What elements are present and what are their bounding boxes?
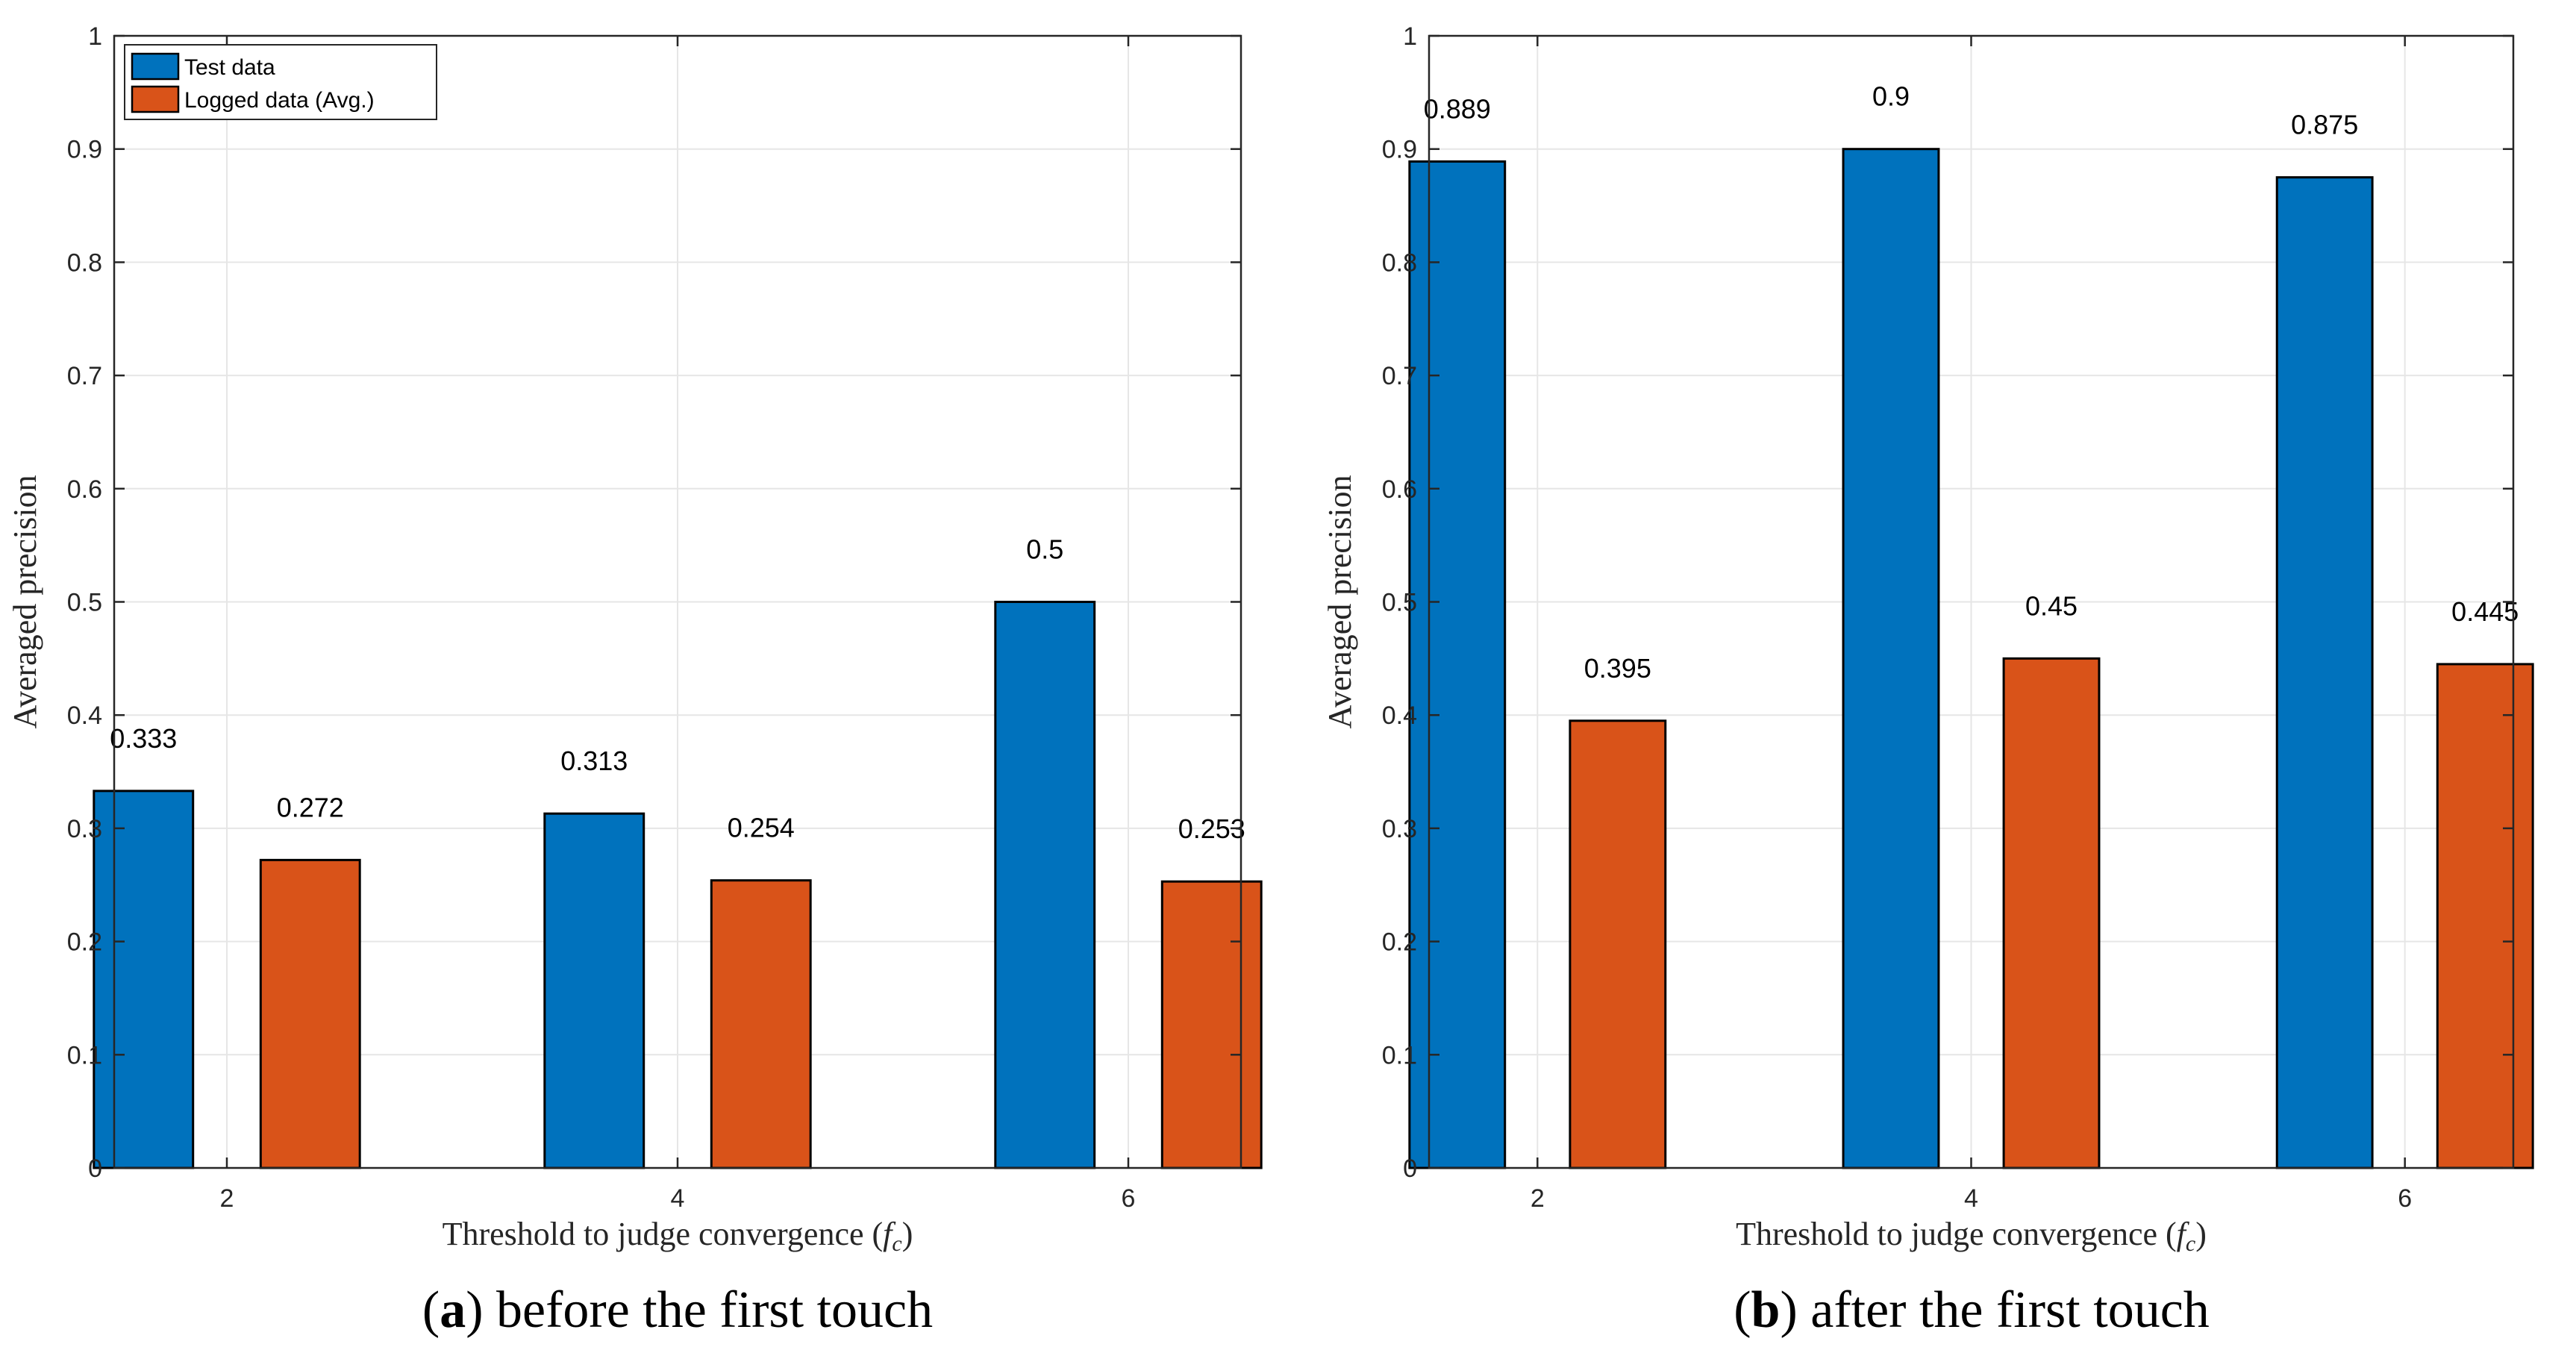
y-tick-label: 0.2 (67, 928, 102, 957)
data-label: 0.889 (1424, 93, 1491, 124)
y-tick-label: 0.3 (67, 815, 102, 843)
bar-test-data-2 (93, 790, 195, 1169)
data-label: 0.313 (560, 746, 628, 776)
x-axis-label: Threshold to judge convergence (fc) (1736, 1216, 2207, 1256)
data-label: 0.254 (728, 813, 795, 843)
caption-letter: a (440, 1281, 466, 1339)
caption-text: before the first touch (496, 1281, 933, 1339)
bar-test-data-4 (1842, 148, 1940, 1169)
bar-logged-data-2 (259, 858, 361, 1169)
y-tick-label: 0.1 (1382, 1041, 1417, 1069)
x-axis-label-close: ) (2195, 1216, 2207, 1252)
caption-letter: b (1751, 1281, 1781, 1339)
bar-logged-data-2 (1569, 719, 1667, 1169)
x-axis-label-sub: c (892, 1231, 901, 1256)
bar-logged-data-4 (710, 879, 812, 1169)
y-tick-label: 0.5 (1382, 589, 1417, 617)
data-label: 0.5 (1026, 534, 1063, 565)
y-tick-label: 0.6 (1382, 475, 1417, 504)
y-tick-label: 0.9 (67, 136, 102, 164)
y-tick-label: 0.4 (1382, 702, 1417, 730)
bar-logged-data-4 (2002, 657, 2101, 1169)
data-label: 0.395 (1584, 653, 1651, 684)
caption-open-paren: ( (1734, 1281, 1751, 1339)
y-tick-label: 0.5 (67, 589, 102, 617)
caption-open-paren: ( (422, 1281, 440, 1339)
legend: Test data Logged data (Avg.) (124, 44, 437, 120)
y-tick-label: 0.8 (1382, 249, 1417, 277)
data-label: 0.875 (2291, 110, 2358, 140)
x-tick-label: 2 (1531, 1184, 1545, 1213)
x-tick-label: 4 (671, 1184, 685, 1213)
data-label: 0.333 (110, 723, 177, 754)
y-tick-label: 0.7 (1382, 362, 1417, 390)
bar-test-data-2 (1408, 160, 1507, 1169)
data-label: 0.9 (1872, 81, 1910, 112)
y-tick-label: 0.4 (67, 702, 102, 730)
y-tick-label: 0.2 (1382, 928, 1417, 957)
y-tick-label: 1 (1403, 22, 1417, 51)
panel-caption: (a) before the first touch (422, 1281, 933, 1339)
panel-caption: (b) after the first touch (1734, 1281, 2210, 1339)
x-axis-label: Threshold to judge convergence (fc) (443, 1216, 913, 1256)
bar-test-data-6 (994, 601, 1096, 1169)
x-tick-label: 6 (2398, 1184, 2412, 1213)
y-tick-label: 0 (88, 1155, 102, 1183)
data-label: 0.272 (277, 792, 344, 822)
x-axis-label-sub: c (2186, 1231, 2195, 1256)
x-axis-label-close: ) (902, 1216, 913, 1252)
legend-entry-logged-data: Logged data (Avg.) (184, 88, 375, 113)
y-tick-label: 0 (1403, 1155, 1417, 1183)
y-tick-label: 0.8 (67, 249, 102, 277)
x-axis-label-text: Threshold to judge convergence ( (443, 1216, 884, 1252)
caption-text: after the first touch (1810, 1281, 2210, 1339)
bar-test-data-6 (2275, 176, 2374, 1169)
caption-close-paren: ) (1780, 1281, 1810, 1339)
caption-close-paren: ) (466, 1281, 496, 1339)
legend-swatch-logged-data (131, 85, 180, 113)
x-axis-label-text: Threshold to judge convergence ( (1736, 1216, 2177, 1252)
x-tick-label: 6 (1122, 1184, 1136, 1213)
data-label: 0.45 (2025, 590, 2078, 621)
y-tick-label: 0.3 (1382, 815, 1417, 843)
y-tick-label: 1 (88, 22, 102, 51)
bar-logged-data-6 (1160, 880, 1263, 1169)
y-tick-label: 0.1 (67, 1041, 102, 1069)
y-axis-label: Averaged precision (1322, 475, 1358, 728)
bar-test-data-4 (543, 812, 645, 1169)
data-label: 0.445 (2451, 596, 2519, 627)
y-axis-label: Averaged precision (7, 475, 43, 728)
legend-swatch-test-data (131, 52, 180, 81)
legend-entry-test-data: Test data (184, 55, 275, 80)
y-tick-label: 0.9 (1382, 136, 1417, 164)
bar-logged-data-6 (2436, 663, 2534, 1169)
x-tick-label: 4 (1964, 1184, 1978, 1213)
x-tick-label: 2 (220, 1184, 234, 1213)
y-tick-label: 0.7 (67, 362, 102, 390)
y-tick-label: 0.6 (67, 475, 102, 504)
